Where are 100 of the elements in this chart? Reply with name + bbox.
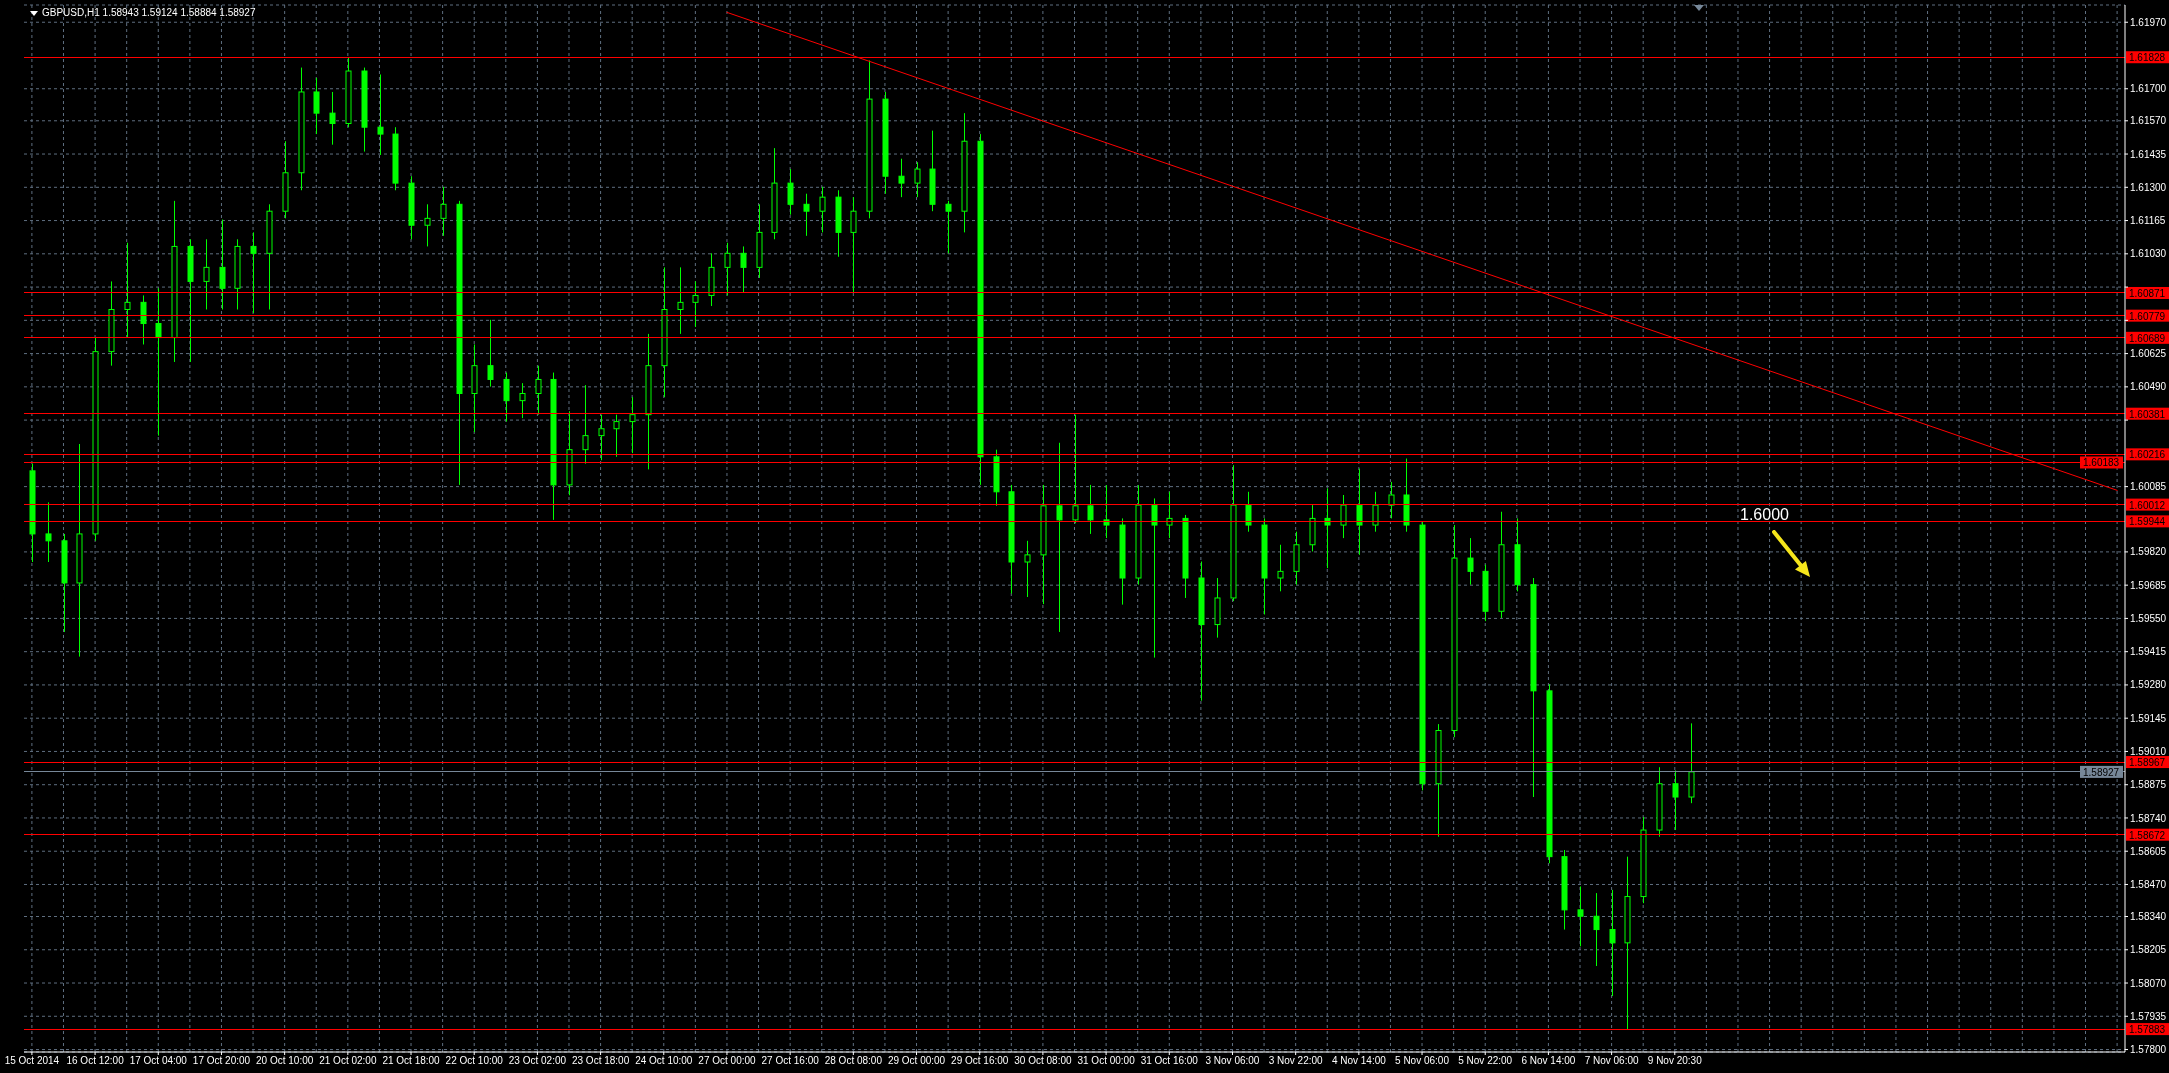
candlestick [1024,540,1031,598]
y-tick-label: 1.60490 [2130,381,2167,393]
ref-line-label: 1.60216 [2129,449,2166,461]
candlestick [140,294,147,345]
annotation: 1.6000 [1740,505,1789,524]
candlestick [329,91,336,146]
y-tick-label: 1.61570 [2130,115,2167,127]
candlestick [1056,442,1063,633]
y-tick-label: 1.60085 [2130,481,2167,493]
candlestick [124,242,131,339]
candlestick [1467,537,1474,586]
candlestick [1324,487,1331,569]
x-tick-label: 27 Oct 16:00 [761,1055,820,1067]
x-tick-label: 9 Nov 20:30 [1647,1055,1703,1067]
candlestick [1277,544,1284,592]
ref-line-label: 1.57883 [2129,1024,2166,1036]
y-tick-label: 1.61030 [2130,248,2167,260]
candlestick [898,158,905,198]
candlestick [819,186,826,233]
x-tick-label: 6 Nov 14:00 [1521,1055,1576,1067]
y-tick-label: 1.59820 [2130,546,2167,558]
candlestick [1340,494,1347,539]
y-tick-label: 1.59415 [2130,646,2167,658]
candlestick [1609,889,1616,997]
candlestick [1372,491,1379,533]
candlestick [1672,769,1679,831]
ref-line-label: 1.61828 [2129,52,2166,64]
candlestick [1103,484,1110,539]
candlestick [692,280,699,328]
x-tick-label: 15 Oct 2014 [4,1055,60,1067]
x-tick-label: 7 Nov 06:00 [1584,1055,1639,1067]
chart-title: GBPUSD,H1 1.58943 1.59124 1.58884 1.58927 [42,7,256,19]
x-tick-label: 21 Oct 18:00 [382,1055,441,1067]
x-tick-label: 31 Oct 00:00 [1077,1055,1136,1067]
candlestick [850,196,857,293]
ref-line-label: 1.59944 [2129,516,2166,528]
x-tick-label: 23 Oct 18:00 [571,1055,630,1067]
candlestick [424,203,431,247]
y-tick-label: 1.58470 [2130,879,2167,891]
candlestick [598,414,605,461]
x-tick-label: 3 Nov 06:00 [1205,1055,1260,1067]
x-tick-label: 20 Oct 10:00 [256,1055,314,1067]
x-tick-label: 29 Oct 00:00 [887,1055,946,1067]
y-tick-label: 1.61300 [2130,181,2167,193]
y-tick-label: 1.61435 [2130,148,2167,160]
x-tick-label: 27 Oct 00:00 [698,1055,757,1067]
x-tick-label: 5 Nov 06:00 [1395,1055,1450,1067]
candlestick [535,365,542,416]
y-tick-label: 1.59280 [2130,679,2167,691]
y-tick-label: 1.59145 [2130,712,2167,724]
y-tick-label: 1.61970 [2130,16,2167,28]
y-tick-label: 1.58740 [2130,812,2167,824]
ref-line-label: 1.58967 [2129,757,2166,769]
x-tick-label: 30 Oct 08:00 [1014,1055,1072,1067]
ref-line-label: 1.60183 [2083,457,2120,469]
y-tick-label: 1.59550 [2130,612,2167,624]
candlestick [629,396,636,454]
ref-line-label: 1.60871 [2129,287,2166,299]
y-tick-label: 1.58205 [2130,944,2167,956]
x-tick-label: 4 Nov 14:00 [1331,1055,1387,1067]
candlestick [1166,491,1173,539]
candlestick [1388,481,1395,519]
candlestick [219,219,226,310]
candlestick [1072,414,1079,524]
candlestick [1151,497,1158,659]
candlestick [740,245,747,293]
candlestick [519,382,526,419]
ref-line-label: 1.60689 [2129,332,2166,344]
candlestick [1577,885,1584,947]
x-tick-label: 3 Nov 22:00 [1268,1055,1324,1067]
x-tick-label: 24 Oct 10:00 [635,1055,693,1067]
y-tick-label: 1.57800 [2130,1044,2167,1056]
candlestick [582,384,589,465]
x-tick-label: 5 Nov 22:00 [1458,1055,1513,1067]
x-tick-label: 17 Oct 04:00 [129,1055,188,1067]
candlestick [1356,468,1363,556]
y-tick-label: 1.57935 [2130,1010,2167,1022]
x-tick-label: 17 Oct 20:00 [192,1055,251,1067]
ref-line-label: 1.60012 [2129,499,2166,511]
candlestick [1087,484,1094,535]
candlestick [377,73,384,156]
y-tick-label: 1.61700 [2130,83,2167,95]
y-tick-label: 1.59685 [2130,579,2167,591]
x-tick-label: 31 Oct 16:00 [1140,1055,1199,1067]
x-tick-label: 16 Oct 12:00 [66,1055,125,1067]
candlestick [613,414,620,458]
x-tick-label: 29 Oct 16:00 [951,1055,1009,1067]
candlestick [1245,491,1252,533]
y-tick-label: 1.58070 [2130,977,2167,989]
ref-line-label: 1.58927 [2083,766,2120,778]
candlestick [250,231,257,314]
y-tick-label: 1.61165 [2130,215,2166,227]
y-tick-label: 1.59010 [2130,746,2167,757]
candlestick [440,186,447,237]
candlestick [787,168,794,216]
candlestick [1593,892,1600,967]
y-tick-label: 1.58605 [2130,845,2167,857]
x-tick-label: 21 Oct 02:00 [319,1055,377,1067]
candlestick [45,501,52,563]
y-tick-label: 1.60625 [2130,348,2167,360]
